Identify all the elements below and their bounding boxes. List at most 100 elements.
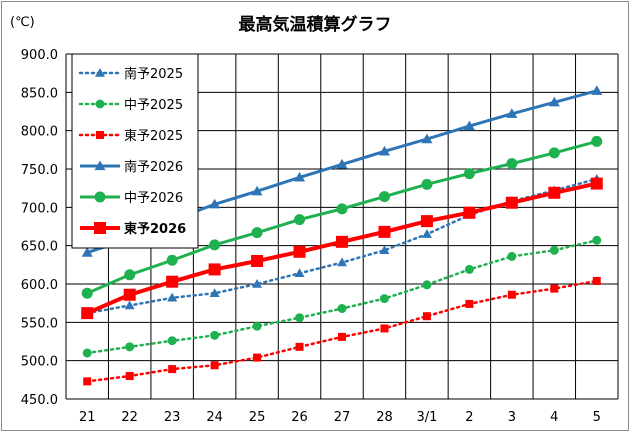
legend-item: 南予2025	[78, 66, 183, 82]
data-point-circle	[548, 147, 560, 159]
data-point-circle	[378, 191, 390, 203]
data-point-triangle	[94, 160, 106, 171]
data-point-square	[590, 177, 603, 190]
chart-title: 最高気温積算グラフ	[239, 14, 392, 35]
line-chart: 最高気温積算グラフ (℃) 450.0 500.0 550.0 600.0 650.0 7…	[10, 14, 619, 425]
data-point-square	[83, 377, 92, 386]
x-tick-label: 27	[334, 410, 351, 425]
y-tick-label: 800.0	[21, 125, 58, 140]
data-point-circle	[166, 254, 178, 266]
data-point-square	[295, 342, 304, 351]
x-tick-label: 2	[465, 410, 473, 425]
data-point-square	[166, 275, 179, 288]
data-point-circle	[167, 336, 177, 346]
data-point-triangle	[506, 108, 518, 118]
series-東予2026	[81, 177, 603, 320]
data-point-square	[251, 255, 264, 267]
data-point-triangle	[294, 268, 305, 278]
data-point-square	[96, 131, 104, 139]
y-tick-label: 550.0	[21, 316, 58, 331]
data-point-circle	[591, 135, 603, 147]
data-point-square	[507, 290, 516, 299]
data-point-triangle	[591, 85, 603, 95]
y-axis-tick-labels: 450.0 500.0 550.0 600.0 650.0 700.0 750.0 800.0…	[21, 48, 58, 408]
data-point-circle	[209, 239, 221, 251]
x-tick-label: 23	[164, 410, 181, 425]
x-tick-label: 26	[291, 410, 308, 425]
data-point-triangle	[463, 120, 475, 131]
legend-label: 東予2025	[124, 128, 183, 144]
x-axis-tick-labels: 21 22 23 24 25 26 27 28 3/1 2 3 4 5	[79, 410, 601, 425]
data-point-square	[420, 215, 433, 228]
data-point-square	[505, 196, 518, 209]
legend-item: 東予2025	[78, 128, 183, 144]
legend-label: 中予2025	[124, 98, 183, 113]
series-東予2025	[83, 276, 601, 386]
data-point-square	[125, 372, 134, 380]
data-point-square	[380, 324, 389, 333]
series-中予2026	[81, 135, 603, 299]
x-tick-label: 3	[508, 410, 516, 425]
x-tick-label: 25	[249, 410, 266, 425]
data-point-circle	[463, 168, 475, 180]
data-point-circle	[94, 191, 106, 203]
data-point-square	[81, 307, 94, 320]
data-point-square	[293, 245, 306, 258]
data-point-circle	[421, 178, 433, 190]
data-point-triangle	[294, 171, 306, 182]
data-point-triangle	[252, 279, 263, 288]
x-tick-label: 22	[121, 410, 138, 425]
data-point-square	[210, 361, 219, 370]
data-point-circle	[506, 158, 518, 170]
data-point-triangle	[378, 145, 390, 156]
legend-label: 東予2026	[124, 221, 186, 237]
data-point-circle	[422, 280, 432, 290]
data-point-square	[336, 235, 348, 248]
data-point-square	[168, 365, 177, 374]
data-point-circle	[337, 304, 347, 314]
data-point-square	[550, 284, 559, 293]
data-point-square	[378, 225, 391, 238]
series-line	[85, 279, 599, 383]
data-point-triangle	[548, 96, 560, 107]
legend-label: 南予2026	[124, 159, 183, 175]
data-point-circle	[549, 245, 559, 255]
data-point-square	[208, 263, 221, 276]
data-point-circle	[336, 203, 348, 215]
data-point-circle	[592, 235, 602, 245]
data-point-triangle	[421, 133, 433, 144]
legend-label: 南予2025	[124, 66, 183, 82]
legend-item: 南予2026	[80, 159, 183, 175]
data-point-circle	[82, 348, 92, 358]
data-point-circle	[95, 99, 105, 109]
data-point-square	[463, 206, 476, 219]
data-point-triangle	[336, 158, 348, 169]
y-tick-label: 750.0	[21, 163, 58, 178]
x-tick-label: 4	[550, 410, 558, 425]
data-point-triangle	[124, 300, 135, 310]
y-tick-label: 650.0	[21, 240, 58, 255]
data-point-triangle	[167, 292, 178, 302]
data-point-circle	[295, 313, 305, 323]
data-point-square	[548, 186, 561, 199]
data-point-circle	[251, 227, 263, 239]
series-中予2025	[82, 235, 602, 358]
x-tick-label: 3/1	[416, 410, 437, 425]
data-point-circle	[464, 264, 474, 274]
legend-item: 東予2026	[80, 221, 186, 237]
data-point-square	[422, 312, 431, 321]
data-point-circle	[210, 330, 220, 340]
data-point-triangle	[379, 245, 390, 255]
data-point-square	[465, 299, 474, 308]
data-point-circle	[124, 269, 136, 281]
data-point-triangle	[337, 257, 347, 267]
y-tick-label: 850.0	[21, 86, 58, 101]
y-tick-label: 500.0	[21, 355, 58, 370]
data-point-circle	[294, 214, 306, 226]
x-tick-label: 21	[79, 410, 96, 425]
data-point-circle	[379, 294, 389, 304]
series-layer	[81, 85, 603, 386]
data-point-square	[592, 276, 601, 285]
legend-box	[71, 53, 199, 249]
